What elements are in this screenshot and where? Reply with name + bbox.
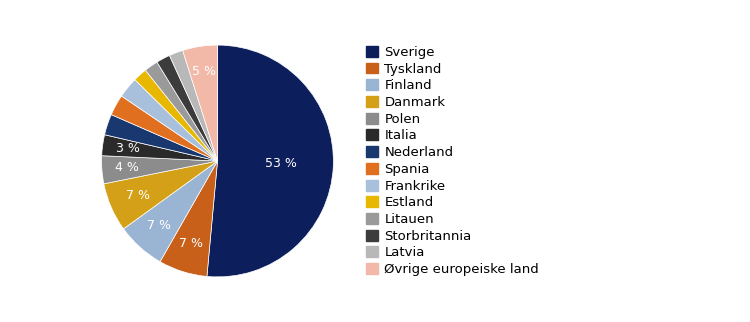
Wedge shape — [101, 156, 217, 184]
Text: 4 %: 4 % — [116, 161, 140, 175]
Text: 7 %: 7 % — [126, 189, 150, 202]
Wedge shape — [102, 135, 218, 161]
Wedge shape — [124, 161, 218, 262]
Wedge shape — [111, 96, 218, 161]
Wedge shape — [104, 161, 218, 229]
Wedge shape — [157, 55, 218, 161]
Wedge shape — [183, 45, 218, 161]
Text: 7 %: 7 % — [179, 237, 203, 251]
Text: 5 %: 5 % — [192, 65, 216, 78]
Text: 7 %: 7 % — [148, 219, 172, 232]
Wedge shape — [160, 161, 218, 276]
Wedge shape — [146, 62, 218, 161]
Text: 3 %: 3 % — [116, 142, 140, 155]
Wedge shape — [207, 45, 334, 277]
Text: 53 %: 53 % — [266, 157, 297, 170]
Wedge shape — [135, 70, 218, 161]
Wedge shape — [170, 51, 217, 161]
Wedge shape — [104, 115, 218, 161]
Wedge shape — [122, 80, 218, 161]
Legend: Sverige, Tyskland, Finland, Danmark, Polen, Italia, Nederland, Spania, Frankrike: Sverige, Tyskland, Finland, Danmark, Pol… — [363, 43, 542, 279]
